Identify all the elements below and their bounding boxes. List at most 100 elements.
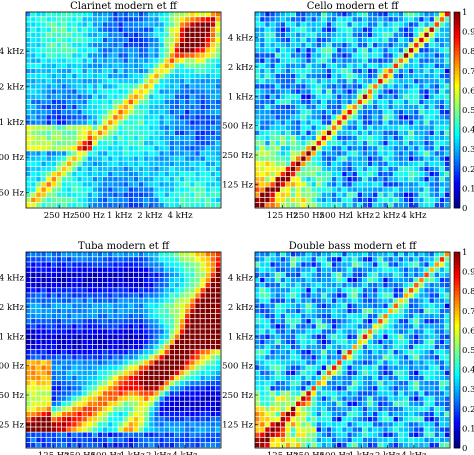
- heatmap-cell: [61, 272, 67, 278]
- heatmap-cell: [97, 375, 103, 381]
- heatmap-cell: [46, 375, 51, 381]
- heatmap-cell: [398, 63, 404, 69]
- heatmap-cell: [118, 115, 123, 120]
- heatmap-cell: [159, 37, 164, 43]
- heatmap-cell: [255, 63, 260, 69]
- heatmap-cell: [133, 319, 139, 324]
- heatmap-cell: [138, 53, 144, 58]
- heatmap-cell: [200, 442, 205, 448]
- heatmap-cell: [51, 99, 57, 105]
- heatmap-cell: [61, 437, 67, 443]
- heatmap-cell: [26, 42, 31, 48]
- heatmap-cell: [56, 17, 62, 22]
- heatmap-cell: [342, 99, 347, 105]
- heatmap-cell: [393, 293, 398, 298]
- heatmap-cell: [378, 94, 383, 99]
- heatmap-cell: [31, 422, 36, 427]
- heatmap-cell: [185, 267, 190, 272]
- heatmap-cell: [439, 84, 445, 89]
- x-tick-label: 1 kHz: [120, 451, 146, 455]
- heatmap-cell: [36, 110, 41, 115]
- heatmap-cell: [179, 406, 185, 412]
- heatmap-cell: [149, 156, 154, 161]
- heatmap-cell: [179, 115, 185, 120]
- heatmap-cell: [82, 308, 87, 314]
- heatmap-cell: [419, 110, 424, 115]
- heatmap-cell: [424, 288, 429, 293]
- heatmap-cell: [362, 115, 368, 120]
- heatmap-cell: [128, 355, 134, 360]
- heatmap-cell: [260, 48, 265, 53]
- heatmap-cell: [434, 84, 440, 89]
- heatmap-cell: [434, 267, 440, 272]
- heatmap-cell: [439, 58, 445, 63]
- heatmap-cell: [87, 360, 92, 365]
- heatmap-cell: [61, 298, 67, 303]
- heatmap-cell: [200, 437, 205, 443]
- heatmap-cell: [393, 313, 398, 319]
- heatmap-cell: [357, 267, 363, 272]
- heatmap-cell: [31, 277, 36, 283]
- heatmap-cell: [439, 17, 445, 22]
- heatmap-cell: [123, 396, 128, 401]
- heatmap-cell: [195, 94, 200, 99]
- heatmap-cell: [108, 370, 113, 376]
- heatmap-cell: [159, 303, 164, 309]
- heatmap-cell: [154, 293, 159, 298]
- heatmap-cell: [210, 171, 216, 177]
- heatmap-cell: [31, 27, 36, 32]
- heatmap-cell: [164, 187, 169, 192]
- heatmap-cell: [67, 120, 72, 125]
- heatmap-cell: [149, 197, 154, 203]
- colorbar-tick-label: 0.5: [462, 106, 474, 116]
- heatmap-cell: [439, 146, 445, 151]
- heatmap-cell: [77, 319, 82, 324]
- heatmap-cell: [210, 288, 216, 293]
- heatmap-cell: [195, 375, 200, 381]
- heatmap-cell: [342, 22, 347, 27]
- heatmap-cell: [46, 192, 51, 197]
- heatmap-cell: [205, 146, 211, 151]
- heatmap-cell: [316, 177, 321, 182]
- heatmap-cell: [174, 308, 180, 314]
- heatmap-cell: [67, 166, 72, 172]
- heatmap-cell: [67, 171, 72, 177]
- heatmap-cell: [205, 151, 211, 156]
- heatmap-cell: [265, 68, 270, 74]
- heatmap-cell: [311, 58, 316, 63]
- heatmap-cell: [67, 288, 72, 293]
- heatmap-cell: [444, 202, 450, 208]
- heatmap-cell: [342, 135, 347, 141]
- heatmap-cell: [393, 192, 398, 197]
- heatmap-cell: [439, 298, 445, 303]
- heatmap-cell: [185, 432, 190, 437]
- heatmap-cell: [444, 99, 450, 105]
- heatmap-cell: [61, 27, 67, 32]
- heatmap-cell: [138, 182, 144, 187]
- heatmap-cell: [275, 308, 280, 314]
- heatmap-cell: [56, 104, 62, 110]
- heatmap-cell: [128, 68, 134, 74]
- heatmap-cell: [185, 375, 190, 381]
- heatmap-cell: [97, 104, 103, 110]
- heatmap-cell: [296, 313, 301, 319]
- heatmap-cell: [285, 288, 291, 293]
- colorbar-step: [454, 116, 460, 121]
- heatmap-cell: [82, 437, 87, 443]
- heatmap-cell: [97, 396, 103, 401]
- colorbar-tick-label: 0.9: [462, 28, 474, 38]
- heatmap-cell: [61, 79, 67, 84]
- heatmap-cell: [337, 84, 342, 89]
- heatmap-cell: [51, 427, 57, 432]
- heatmap-cell: [347, 135, 352, 141]
- heatmap-cell: [51, 94, 57, 99]
- heatmap-cell: [123, 370, 128, 376]
- heatmap-cell: [383, 171, 388, 177]
- heatmap-cell: [260, 197, 265, 203]
- heatmap-cell: [77, 313, 82, 319]
- heatmap-cell: [321, 63, 327, 69]
- heatmap-cell: [444, 272, 450, 278]
- heatmap-cell: [388, 27, 393, 32]
- heatmap-cell: [108, 401, 113, 407]
- heatmap-cell: [46, 99, 51, 105]
